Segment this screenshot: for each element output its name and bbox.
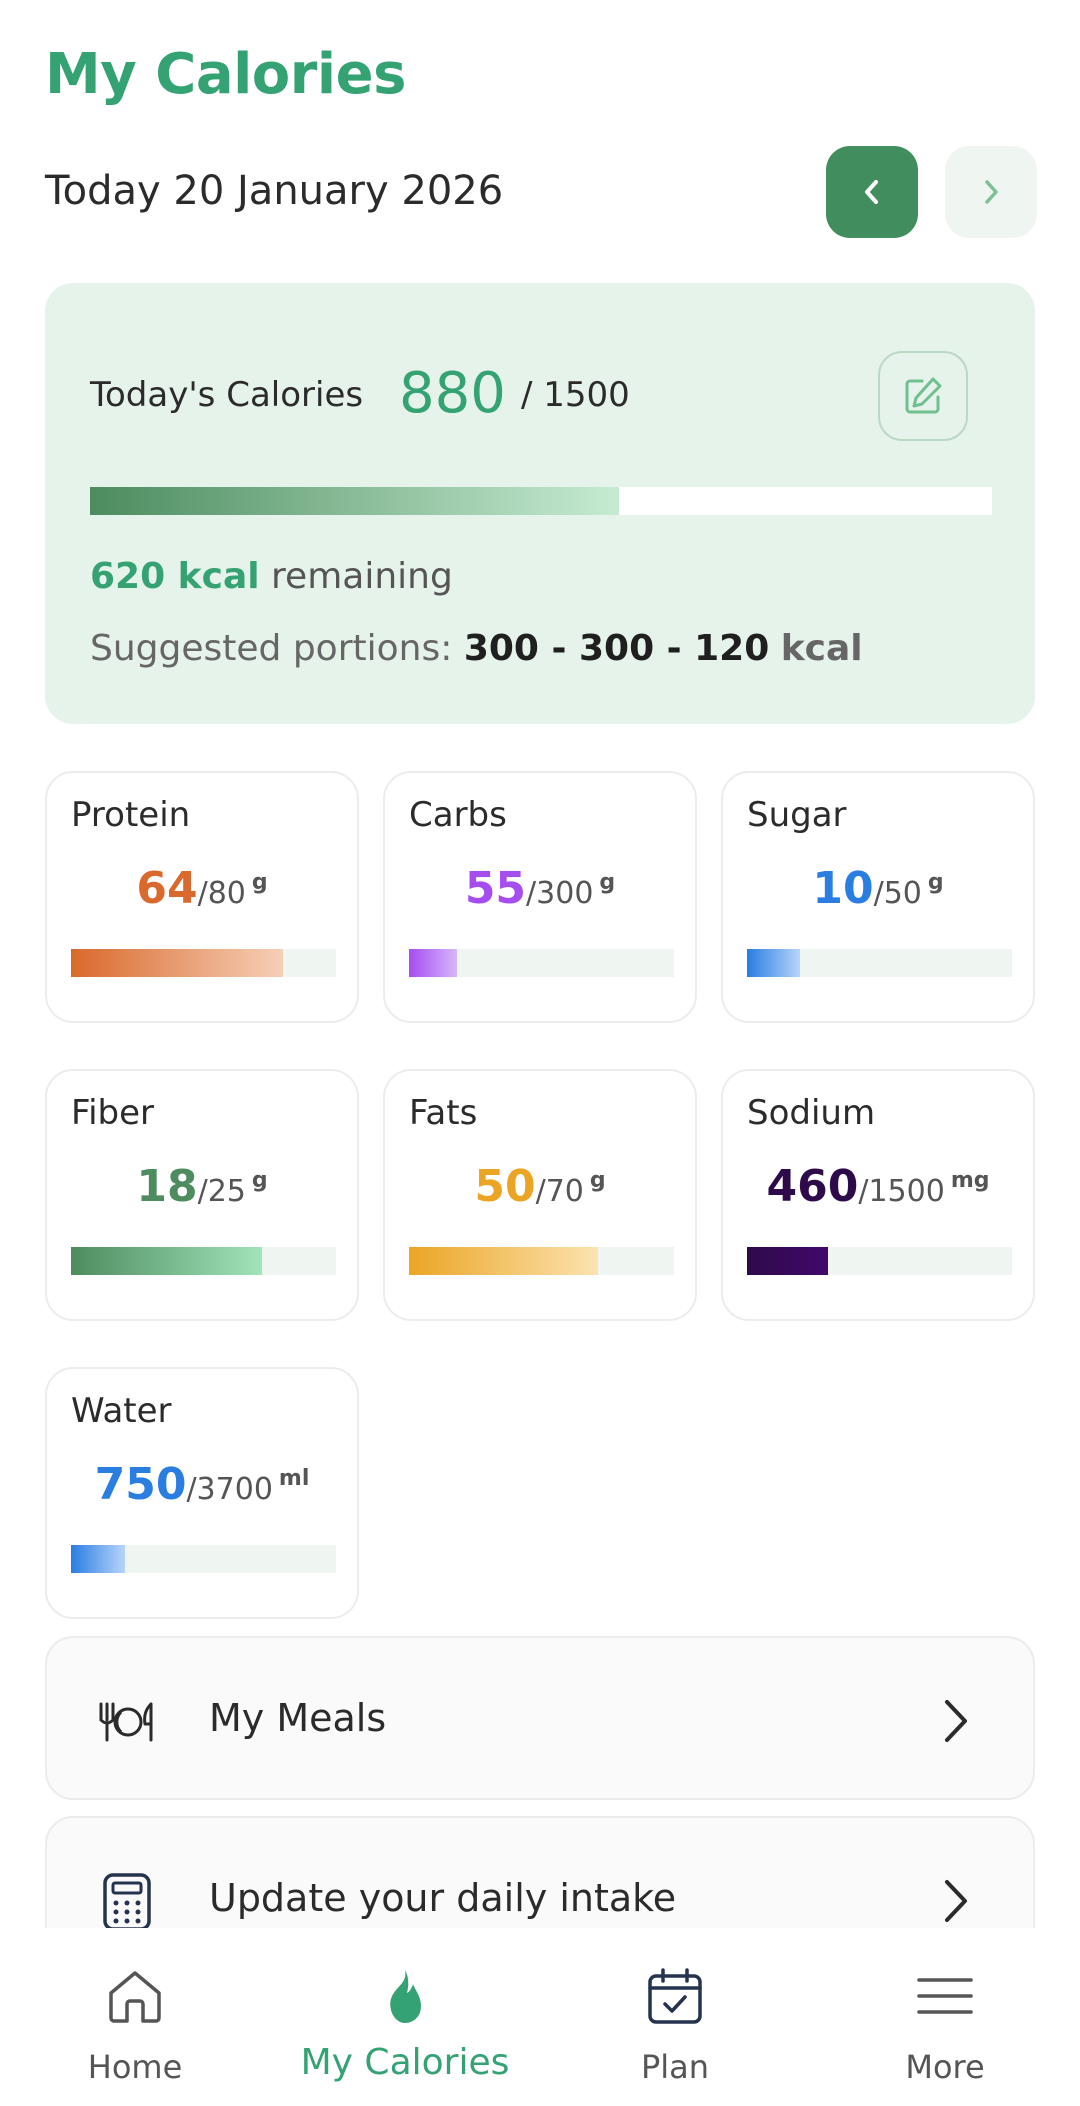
nutrient-unit: g [589,1168,606,1193]
nutrient-card-fats[interactable]: Fats 50/70 g [383,1069,697,1321]
calories-summary-card: Today's Calories 880 / 1500 620 kcal rem… [45,283,1035,724]
calories-goal: / 1500 [521,375,630,415]
nutrient-values: 55/300 g [385,863,695,914]
nutrient-name: Carbs [409,795,507,835]
nav-label: Home [87,2048,183,2086]
bottom-navigation: Home My Calories Plan More [0,1928,1080,2106]
nutrient-goal: /3700 [186,1472,273,1507]
nutrient-unit: g [927,870,944,895]
nutrient-unit: g [251,870,268,895]
calories-remaining: 620 kcal remaining [90,556,453,597]
menu-label: Update your daily intake [209,1876,677,1920]
nav-label: My Calories [300,2042,510,2083]
nutrient-card-water[interactable]: Water 750/3700 ml [45,1367,359,1619]
nutrient-progress-bar [71,1247,336,1275]
remaining-value: 620 kcal [90,556,260,597]
nutrient-unit: ml [278,1466,310,1491]
next-day-button[interactable] [945,146,1037,238]
nutrient-name: Protein [71,795,191,835]
nutrient-progress-bar [747,1247,1012,1275]
calculator-icon [103,1873,151,1931]
nutrient-name: Sugar [747,795,847,835]
page-title: My Calories [45,42,406,107]
nutrient-progress-bar [747,949,1012,977]
chevron-right-icon [945,1700,967,1742]
nutrient-goal: /1500 [858,1174,945,1209]
nutrient-name: Fiber [71,1093,155,1133]
portions-values: 300 - 300 - 120 [463,628,770,669]
nav-home[interactable]: Home [0,1928,270,2106]
nutrient-progress-fill [409,949,458,977]
chevron-right-icon [945,1880,967,1922]
nutrient-name: Fats [409,1093,478,1133]
previous-day-button[interactable] [826,146,918,238]
nutrient-values: 460/1500 mg [723,1161,1033,1212]
nutrient-progress-fill [409,1247,599,1275]
nav-label: More [905,2048,985,2086]
nutrient-current: 50 [474,1161,536,1212]
nutrient-card-sodium[interactable]: Sodium 460/1500 mg [721,1069,1035,1321]
nutrient-progress-bar [409,949,674,977]
menu-label: My Meals [209,1696,387,1740]
nav-more[interactable]: More [810,1928,1080,2106]
nutrient-progress-bar [71,949,336,977]
suggested-portions: Suggested portions: 300 - 300 - 120 kcal [90,628,863,669]
nav-label: Plan [640,2048,710,2086]
nutrient-values: 10/50 g [723,863,1033,914]
portions-label: Suggested portions: [90,628,453,669]
date-row: Today 20 January 2026 [45,146,1037,238]
nutrient-current: 10 [812,863,874,914]
nutrient-card-protein[interactable]: Protein 64/80 g [45,771,359,1023]
nutrient-unit: g [599,870,616,895]
calories-progress-bar [90,487,992,515]
nutrient-current: 460 [766,1161,859,1212]
calendar-check-icon [648,1968,702,2024]
nutrient-goal: /25 [197,1174,246,1209]
nutrient-progress-bar [409,1247,674,1275]
home-icon [109,1971,161,2023]
nutrient-current: 55 [464,863,527,914]
calories-current: 880 [399,361,506,426]
my-meals-row[interactable]: My Meals [45,1636,1035,1800]
nutrient-progress-bar [71,1545,336,1573]
nutrient-unit: g [251,1168,268,1193]
nutrient-values: 750/3700 ml [47,1459,357,1510]
nutrient-unit: mg [950,1168,990,1193]
nutrient-goal: /300 [526,876,594,911]
nutrient-current: 64 [136,863,198,914]
chevron-left-icon [865,180,878,204]
nutrient-progress-fill [71,1247,262,1275]
nutrient-card-carbs[interactable]: Carbs 55/300 g [383,771,697,1023]
current-date: Today 20 January 2026 [45,168,504,214]
chevron-right-icon [985,180,998,204]
nutrient-goal: /70 [535,1174,584,1209]
nutrient-goal: /80 [197,876,246,911]
nav-my-calories[interactable]: My Calories [270,1928,540,2106]
menu-icon [917,1978,973,2014]
nutrient-progress-fill [747,1247,829,1275]
nutrient-current: 750 [94,1459,187,1510]
nutrient-card-sugar[interactable]: Sugar 10/50 g [721,771,1035,1023]
calories-progress-fill [90,487,620,515]
portions-unit: kcal [780,628,863,669]
nutrient-goal: /50 [873,876,922,911]
nutrient-name: Sodium [747,1093,876,1133]
remaining-label: remaining [271,556,453,597]
nutrient-values: 50/70 g [385,1161,695,1212]
nutrient-values: 64/80 g [47,863,357,914]
edit-calories-button[interactable] [878,351,968,441]
calories-label: Today's Calories [90,375,364,415]
nutrient-current: 18 [136,1161,198,1212]
nutrient-progress-fill [71,949,283,977]
nutrient-values: 18/25 g [47,1161,357,1212]
plate-cutlery-icon [99,1702,153,1742]
pencil-icon [905,377,942,414]
flame-icon [390,1970,421,2023]
nutrient-progress-fill [747,949,800,977]
nutrient-progress-fill [71,1545,125,1573]
nutrient-card-fiber[interactable]: Fiber 18/25 g [45,1069,359,1321]
nutrient-name: Water [71,1391,172,1431]
nav-plan[interactable]: Plan [540,1928,810,2106]
